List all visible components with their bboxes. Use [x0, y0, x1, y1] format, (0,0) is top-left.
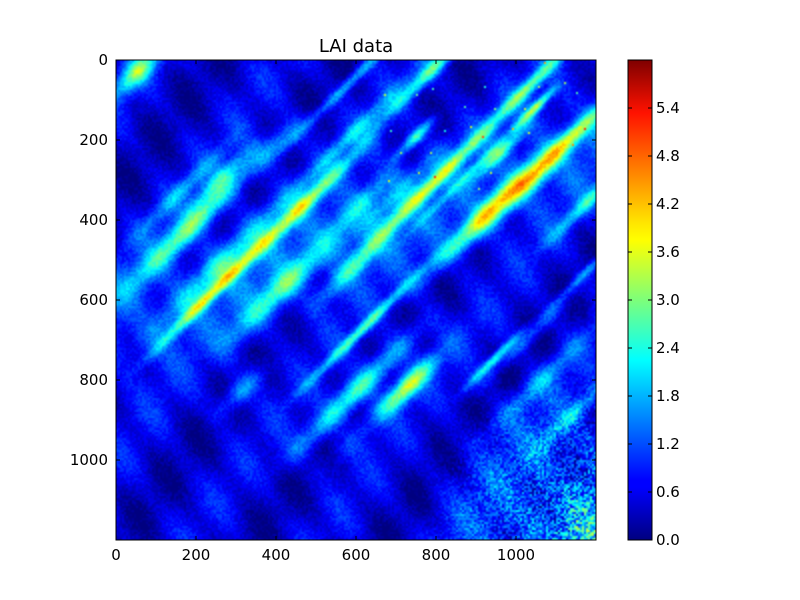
colorbar-tick-label: 5.4 — [656, 99, 680, 117]
y-tick-label: 1000 — [70, 451, 108, 469]
colorbar-tick-label: 3.0 — [656, 291, 680, 309]
colorbar-tick-label: 4.8 — [656, 147, 680, 165]
colorbar-tick-label: 4.2 — [656, 195, 680, 213]
colorbar-tick-label: 0.6 — [656, 483, 680, 501]
colorbar-tick-label: 2.4 — [656, 339, 680, 357]
colorbar-ticks: 0.0 0.6 1.2 1.8 2.4 3.0 3.6 4.2 4.8 5.4 — [628, 99, 680, 549]
x-tick-label: 600 — [342, 546, 371, 564]
heatmap-image — [116, 60, 596, 540]
x-tick-label: 800 — [422, 546, 451, 564]
x-tick-label: 200 — [182, 546, 211, 564]
x-tick-label: 0 — [111, 546, 121, 564]
x-tick-label: 1000 — [497, 546, 535, 564]
chart-title: LAI data — [319, 36, 393, 57]
y-tick-label: 0 — [98, 51, 108, 69]
y-tick-label: 200 — [79, 131, 108, 149]
colorbar-tick-label: 1.8 — [656, 387, 680, 405]
plot-area — [116, 60, 596, 540]
y-tick-label: 400 — [79, 211, 108, 229]
colorbar-tick-label: 3.6 — [656, 243, 680, 261]
y-axis-ticks: 0 200 400 600 800 1000 — [70, 51, 596, 469]
colorbar-tick-label: 1.2 — [656, 435, 680, 453]
x-axis-ticks: 0 200 400 600 800 1000 — [111, 60, 535, 564]
y-tick-label: 800 — [79, 371, 108, 389]
y-tick-label: 600 — [79, 291, 108, 309]
x-tick-label: 400 — [262, 546, 291, 564]
colorbar-tick-label: 0.0 — [656, 531, 680, 549]
